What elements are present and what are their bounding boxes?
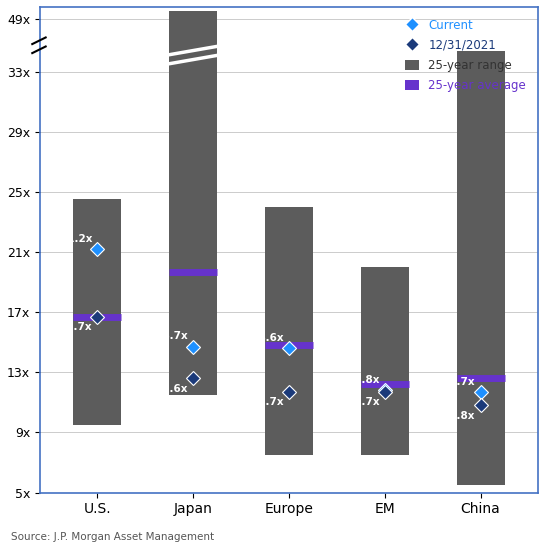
Text: 11.8x: 11.8x (348, 375, 380, 385)
Text: 14.7x: 14.7x (156, 331, 189, 342)
Text: Source: J.P. Morgan Asset Management: Source: J.P. Morgan Asset Management (11, 532, 214, 542)
Bar (265, 207, 313, 455)
Bar (74, 199, 122, 425)
Text: 11.7x: 11.7x (252, 397, 284, 407)
Text: 11.7x: 11.7x (443, 377, 476, 386)
Legend: Current, 12/31/2021, 25-year range, 25-year average: Current, 12/31/2021, 25-year range, 25-y… (399, 13, 532, 98)
Text: 16.7x: 16.7x (60, 322, 93, 332)
Text: 10.8x: 10.8x (443, 410, 476, 421)
Bar (361, 267, 409, 455)
Text: 14.6x: 14.6x (252, 333, 284, 343)
Text: 11.7x: 11.7x (347, 397, 380, 407)
Bar (169, 11, 217, 395)
Bar (457, 51, 505, 485)
Text: 12.6x: 12.6x (156, 384, 189, 393)
Text: 21.2x: 21.2x (60, 234, 93, 244)
